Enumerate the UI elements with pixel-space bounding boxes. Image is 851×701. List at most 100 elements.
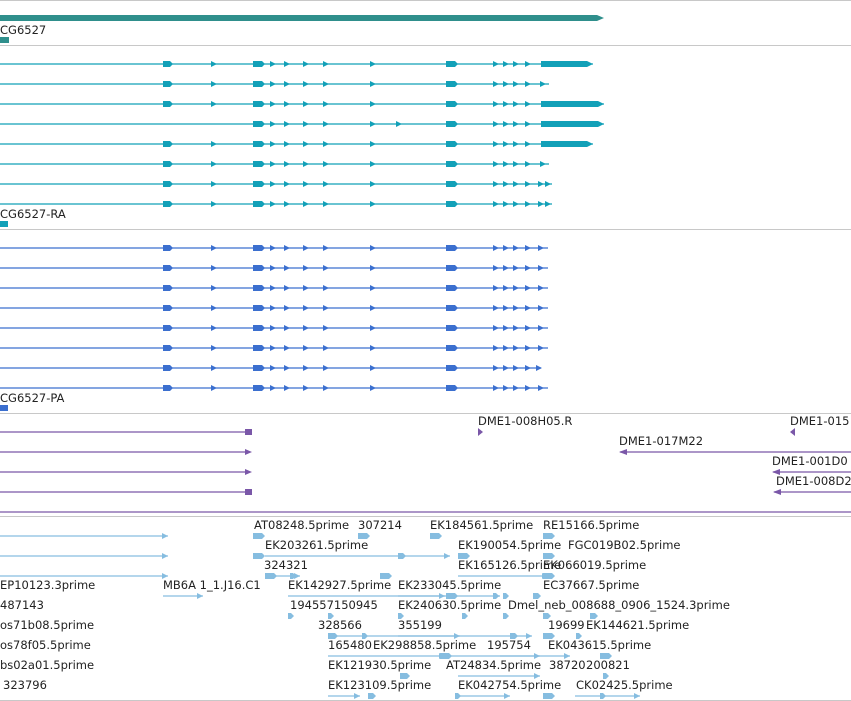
exon-arrow [525, 285, 531, 291]
protein-feature[interactable] [0, 385, 548, 391]
clone-label-dme1-001d0[interactable]: DME1-001D0 [772, 454, 848, 468]
gene-label[interactable]: CG6527 [0, 23, 46, 37]
exon-arrow [538, 265, 544, 271]
est-label-ek043615-5prime[interactable]: EK043615.5prime [548, 638, 651, 652]
exon-arrow [270, 385, 276, 391]
exon-arrow [513, 385, 519, 391]
est-label-487143[interactable]: 487143 [0, 598, 44, 612]
mrna-transcript[interactable] [0, 181, 552, 187]
exon-arrow [270, 141, 276, 147]
est-exon-block [510, 633, 518, 639]
mrna-label[interactable]: CG6527-RA [0, 207, 66, 221]
est-label-195754[interactable]: 195754 [487, 638, 531, 652]
est-label-ek165126-5prime[interactable]: EK165126.5prime [458, 558, 561, 572]
est-label-355199[interactable]: 355199 [398, 618, 442, 632]
exon-arrow [303, 161, 309, 167]
protein-feature[interactable] [0, 365, 542, 371]
exon-arrow [525, 345, 531, 351]
est-label-ek066019-5prime[interactable]: EK066019.5prime [543, 558, 646, 572]
exon-block [446, 285, 458, 291]
est-label-fgc019b02-5prime[interactable]: FGC019B02.5prime [568, 538, 681, 552]
est-label-323796[interactable]: 323796 [3, 678, 47, 692]
exon-arrow [323, 325, 329, 331]
exon-arrow [525, 201, 531, 207]
est-exon-block [503, 593, 509, 599]
est-label-bs02a01-5prime[interactable]: bs02a01.5prime [0, 658, 94, 672]
protein-feature[interactable] [0, 345, 548, 351]
est-label-307214[interactable]: 307214 [358, 518, 402, 532]
est-label-ek240630-5prime[interactable]: EK240630.5prime [398, 598, 501, 612]
exon-arrow [370, 201, 376, 207]
est-label-194557150945[interactable]: 194557150945 [290, 598, 378, 612]
mrna-transcript[interactable] [0, 61, 593, 67]
est-label-dmel-neb-008688-0906-1524-3prime[interactable]: Dmel_neb_008688_0906_1524.3prime [508, 598, 730, 612]
protein-feature[interactable] [0, 325, 548, 331]
est-label-ek184561-5prime[interactable]: EK184561.5prime [430, 518, 533, 532]
exon-arrow [493, 245, 499, 251]
exon-arrow [538, 285, 544, 291]
exon-arrow [270, 245, 276, 251]
est-label-200821[interactable]: 200821 [586, 658, 630, 672]
est-label-ek144621-5prime[interactable]: EK144621.5prime [586, 618, 689, 632]
est-label-re15166-5prime[interactable]: RE15166.5prime [543, 518, 639, 532]
est-label-mb6a-1-1-j16-c1[interactable]: MB6A 1_1.J16.C1 [163, 578, 261, 592]
est-end-marker [534, 673, 540, 679]
mrna-transcript[interactable] [0, 201, 552, 207]
protein-feature[interactable] [0, 285, 548, 291]
est-label-328566[interactable]: 328566 [318, 618, 362, 632]
clone-label-dme1-017m22[interactable]: DME1-017M22 [619, 434, 703, 448]
exon-arrow [303, 385, 309, 391]
est-label-ek298858-5prime[interactable]: EK298858.5prime [373, 638, 476, 652]
mrna-transcript[interactable] [0, 121, 604, 127]
est-label-324321[interactable]: 324321 [264, 558, 308, 572]
mrna-transcript[interactable] [0, 161, 549, 167]
exon-arrow [370, 161, 376, 167]
est-label-os78f05-5prime[interactable]: os78f05.5prime [0, 638, 91, 652]
mrna-transcript[interactable] [0, 81, 549, 87]
exon-arrow [211, 245, 217, 251]
est-label-ck02425-5prime[interactable]: CK02425.5prime [576, 678, 673, 692]
exon-arrow [493, 81, 499, 87]
est-label-at24834-5prime[interactable]: AT24834.5prime [446, 658, 541, 672]
est-label-at08248-5prime[interactable]: AT08248.5prime [254, 518, 349, 532]
exon-arrow [270, 285, 276, 291]
exon-block [446, 181, 458, 187]
clone-label-dme1-015[interactable]: DME1-015 [790, 414, 849, 428]
est-label-19699[interactable]: 19699 [548, 618, 585, 632]
clone-end-marker [772, 469, 780, 475]
est-label-ek142927-5prime[interactable]: EK142927.5prime [288, 578, 391, 592]
est-label-ek203261-5prime[interactable]: EK203261.5prime [265, 538, 368, 552]
protein-feature[interactable] [0, 265, 548, 271]
exon-arrow [211, 61, 217, 67]
est-label-ek233045-5prime[interactable]: EK233045.5prime [398, 578, 501, 592]
clone-strand-marker [478, 428, 483, 436]
est-exon-block [398, 553, 406, 559]
protein-label[interactable]: CG6527-PA [0, 391, 65, 405]
est-end-marker [354, 693, 360, 699]
est-label-os71b08-5prime[interactable]: os71b08.5prime [0, 618, 94, 632]
est-label-ek121930-5prime[interactable]: EK121930.5prime [328, 658, 431, 672]
gene-feature-bar[interactable] [0, 15, 597, 21]
exon-arrow [284, 181, 290, 187]
exon-arrow [525, 161, 531, 167]
est-label-38720[interactable]: 38720 [549, 658, 586, 672]
exon-arrow [503, 325, 509, 331]
est-label-ep10123-3prime[interactable]: EP10123.3prime [0, 578, 95, 592]
clone-label-dme1-008d2[interactable]: DME1-008D2 [776, 474, 851, 488]
clone-strand-marker [790, 428, 795, 436]
exon-arrow [540, 81, 546, 87]
clone-label-dme1-008h05-r[interactable]: DME1-008H05.R [478, 414, 572, 428]
exon-arrow [211, 365, 217, 371]
mrna-transcript[interactable] [0, 101, 604, 107]
protein-feature[interactable] [0, 245, 548, 251]
clone-track: DME1-008H05.R DME1-015 DME1-017M22 DME1-… [0, 414, 851, 513]
est-label-ek123109-5prime[interactable]: EK123109.5prime [328, 678, 431, 692]
est-label-ec37667-5prime[interactable]: EC37667.5prime [543, 578, 639, 592]
mrna-transcript[interactable] [0, 141, 593, 147]
est-label-ek042754-5prime[interactable]: EK042754.5prime [458, 678, 561, 692]
protein-feature[interactable] [0, 305, 548, 311]
exon-arrow [370, 385, 376, 391]
est-label-165480[interactable]: 165480 [328, 638, 372, 652]
est-label-ek190054-5prime[interactable]: EK190054.5prime [458, 538, 561, 552]
